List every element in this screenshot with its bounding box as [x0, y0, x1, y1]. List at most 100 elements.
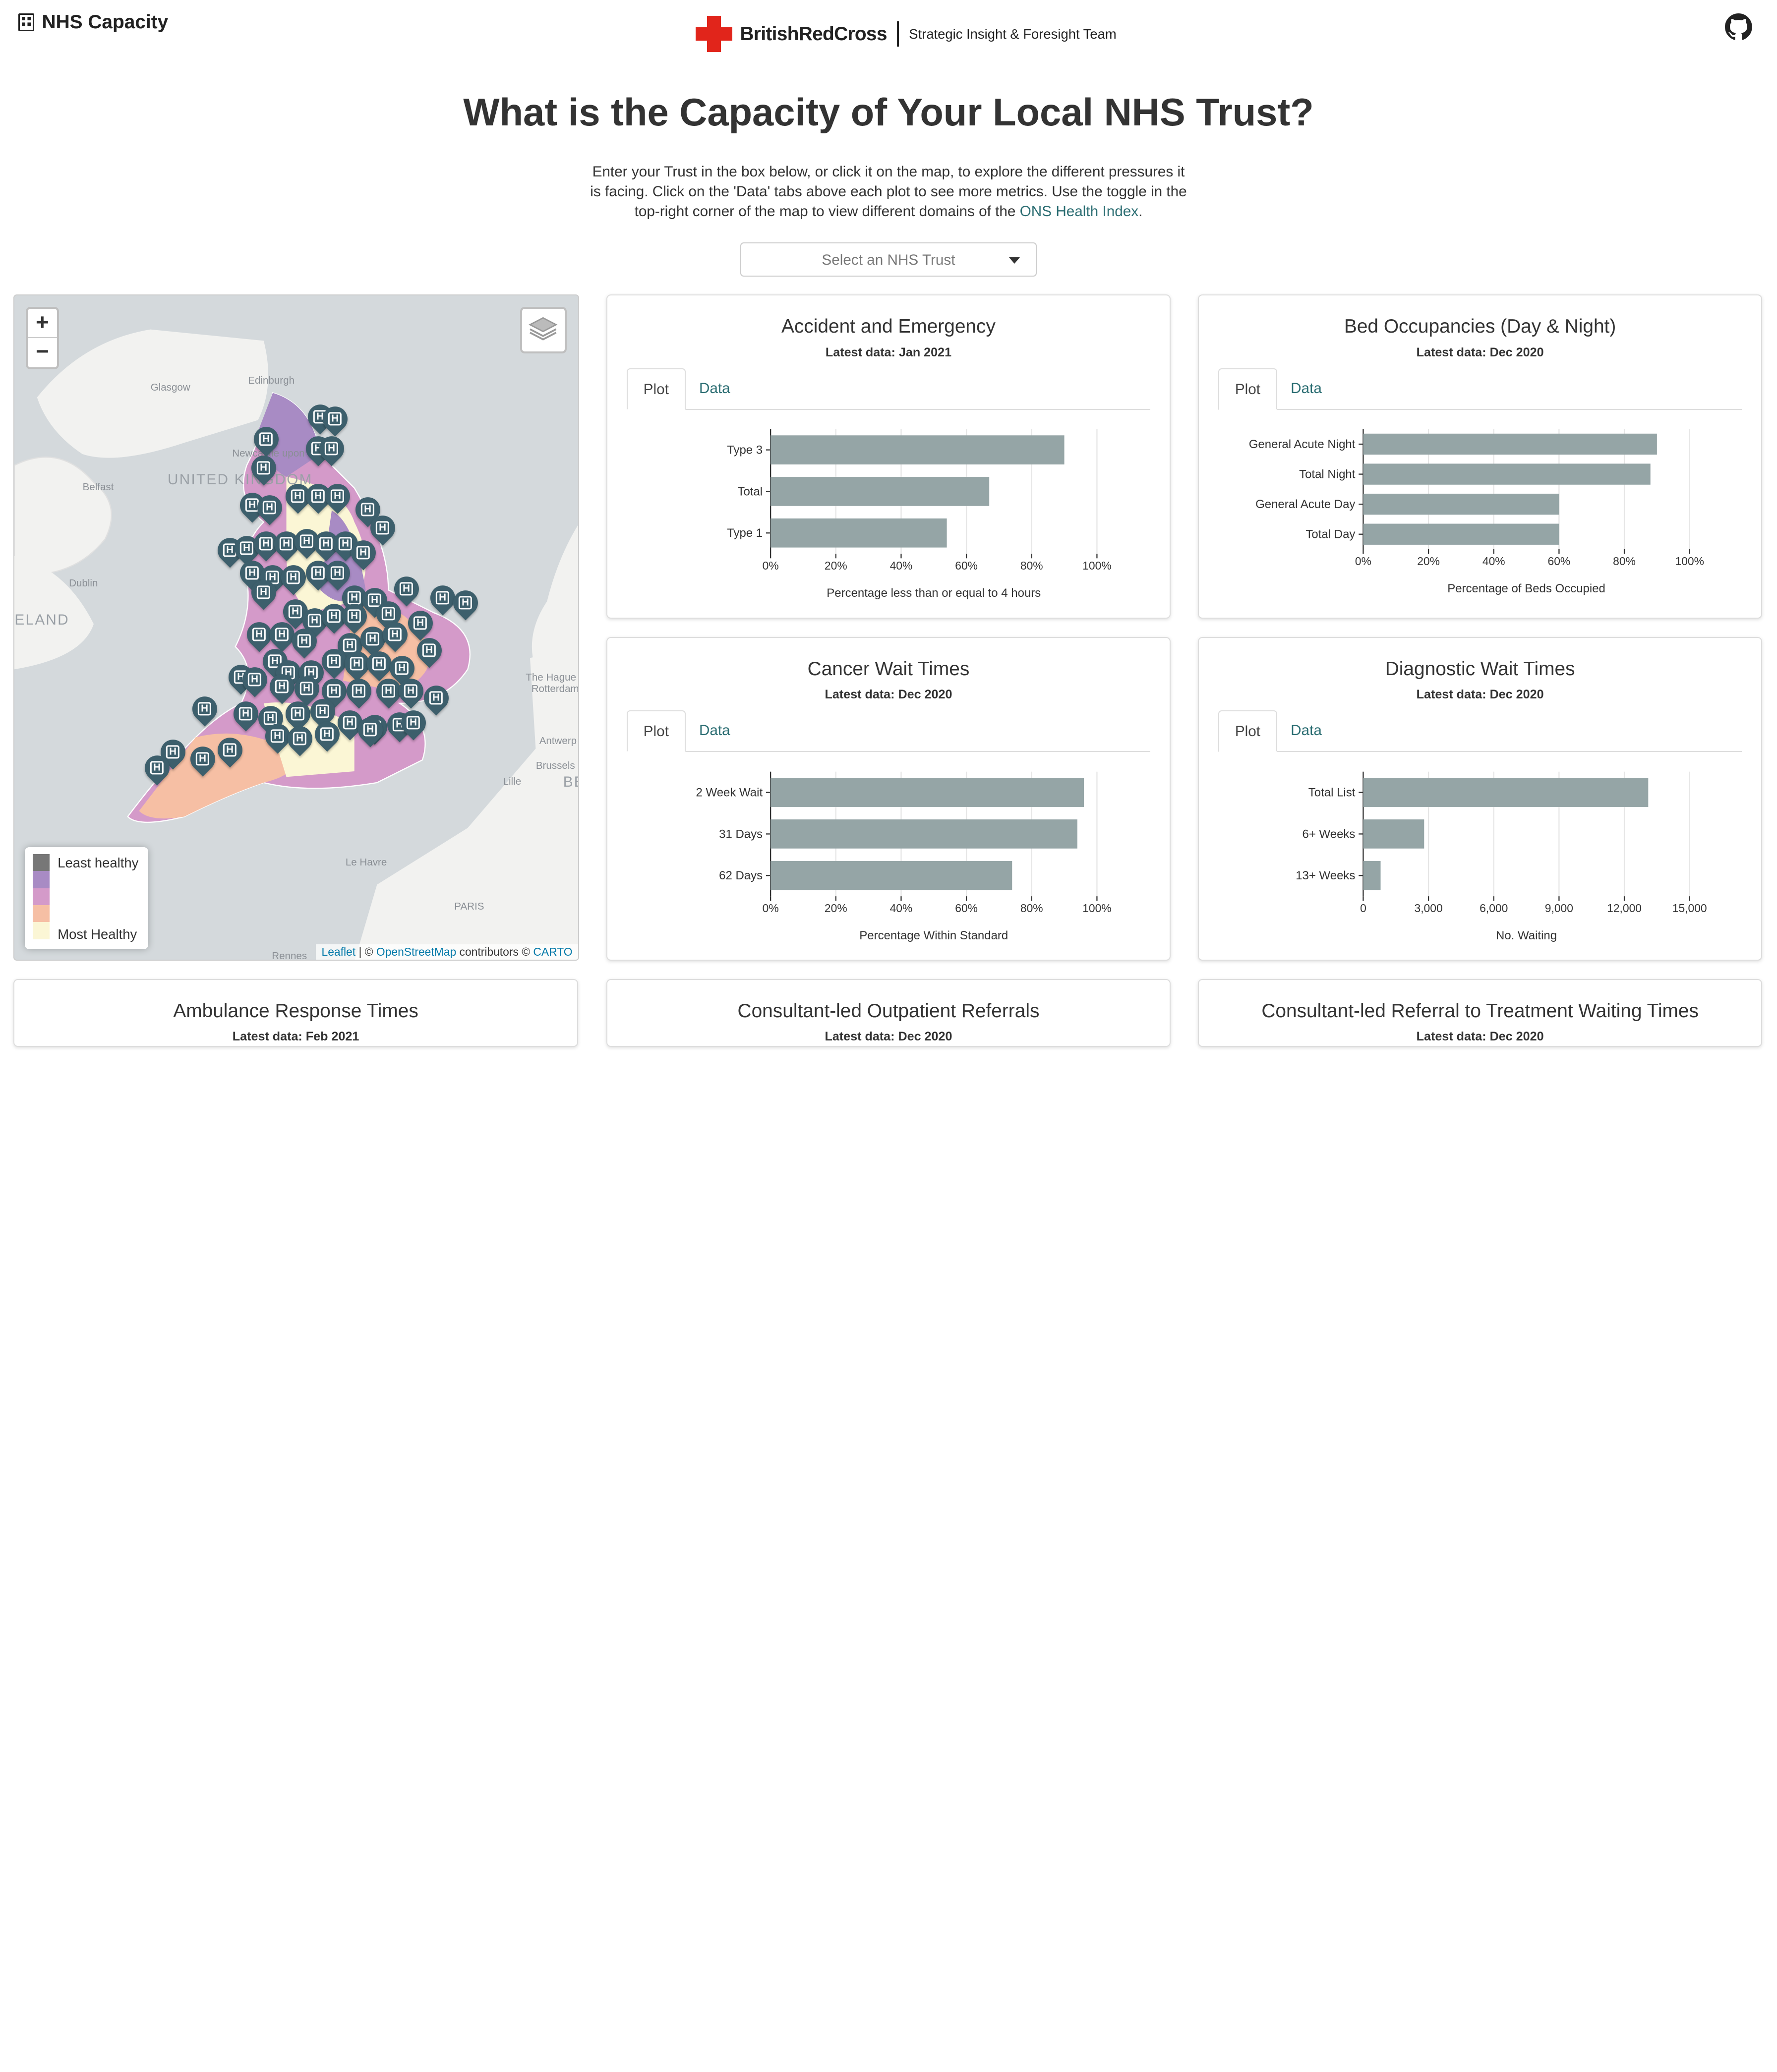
card-subtitle: Latest data: Dec 2020 — [825, 688, 952, 702]
x-axis-label: No. Waiting — [1496, 929, 1557, 942]
map-label-rotterdam: Rotterdam — [531, 683, 579, 694]
map-label-glasgow: Glasgow — [150, 381, 190, 393]
bar-chart: 0% 20% 40% 60% 80% 100% General Acute Night Tot… — [1249, 429, 1704, 595]
card-tabs: Plot Data — [626, 368, 1150, 410]
github-icon[interactable] — [1724, 13, 1752, 41]
bar — [770, 777, 1084, 807]
card-title: Consultant-led Referral to Treatment Wai… — [1261, 1000, 1699, 1022]
x-tick-label: 20% — [825, 559, 847, 572]
category-label: General Acute Day — [1255, 498, 1355, 511]
tab-plot[interactable]: Plot — [626, 368, 686, 410]
zoom-in-button[interactable]: + — [36, 309, 49, 335]
divider — [897, 21, 899, 47]
zoom-out-button[interactable]: − — [28, 337, 57, 365]
map-label-newcastle: Newcastle upon Tyne — [232, 447, 330, 459]
card-subtitle: Latest data: Feb 2021 — [232, 1030, 359, 1044]
category-label: Type 3 — [727, 444, 763, 457]
category-label: 2 Week Wait — [696, 786, 763, 799]
x-axis-label: Percentage Within Standard — [859, 929, 1008, 942]
carto-link[interactable]: CARTO — [533, 945, 573, 958]
card-title: Accident and Emergency — [781, 316, 996, 338]
bar — [1363, 494, 1559, 515]
x-tick-label: 40% — [1482, 555, 1505, 568]
map-label-eland: ELAND — [14, 611, 69, 628]
map-label-edinburgh: Edinburgh — [248, 375, 295, 387]
chart-accident-emergency: 0% 20% 40% 60% 80% 100% Type 3 Total Type 1 Perce… — [607, 422, 1170, 615]
bar — [770, 477, 990, 507]
osm-link[interactable]: OpenStreetMap — [376, 945, 457, 958]
category-label: 31 Days — [719, 827, 763, 841]
card-title: Cancer Wait Times — [807, 658, 970, 680]
bar — [770, 435, 1065, 465]
category-label: Total Day — [1305, 528, 1355, 541]
chevron-down-icon — [1009, 257, 1020, 264]
ons-health-index-link[interactable]: ONS Health Index — [1019, 203, 1139, 220]
chart-diagnostic-wait-times: 0 3,000 6,000 9,000 12,000 15,000 Total List 6+… — [1199, 765, 1761, 958]
layer-toggle-button[interactable] — [520, 307, 567, 353]
tab-data[interactable]: Data — [1291, 722, 1322, 739]
x-tick-label: 0% — [1355, 555, 1371, 568]
app-brand[interactable]: NHS Capacity — [18, 11, 168, 33]
chart-cancer-wait-times: 0% 20% 40% 60% 80% 100% 2 Week Wait 31 Days 62 D… — [607, 765, 1170, 958]
bar — [1363, 861, 1381, 890]
tab-data[interactable]: Data — [1291, 380, 1322, 397]
x-axis-label: Percentage less than or equal to 4 hours — [827, 586, 1041, 600]
map-label-belfast: Belfast — [82, 481, 114, 493]
card-tabs: Plot Data — [1218, 368, 1742, 410]
x-tick-label: 80% — [1020, 902, 1043, 915]
card-rtt-waiting-times: Consultant-led Referral to Treatment Wai… — [1197, 978, 1763, 1047]
card-accident-emergency: Accident and Emergency Latest data: Jan … — [606, 294, 1171, 619]
trust-map[interactable]: Glasgow Edinburgh Belfast UNITED KINGDOM… — [13, 294, 579, 961]
bar — [1363, 819, 1424, 849]
leaflet-link[interactable]: Leaflet — [321, 945, 356, 958]
x-tick-label: 12,000 — [1607, 902, 1642, 915]
nhs-trust-select[interactable]: Select an NHS Trust — [740, 242, 1037, 277]
map-label-be: BE — [563, 773, 578, 790]
x-tick-label: 0 — [1360, 902, 1366, 915]
card-title: Diagnostic Wait Times — [1385, 658, 1575, 680]
map-label-lille: Lille — [503, 776, 522, 788]
map-label-brussels: Brussels — [535, 760, 575, 772]
bar — [1363, 434, 1657, 455]
x-tick-label: 100% — [1675, 555, 1704, 568]
x-tick-label: 0% — [762, 902, 778, 915]
map-label-rennes: Rennes — [272, 950, 307, 961]
tab-data[interactable]: Data — [699, 380, 730, 397]
tab-plot[interactable]: Plot — [626, 710, 686, 752]
legend-swatch — [32, 922, 50, 939]
chart-bed-occupancies: 0% 20% 40% 60% 80% 100% General Acute Night Tot… — [1199, 422, 1761, 615]
x-tick-label: 6,000 — [1480, 902, 1508, 915]
category-label: 13+ Weeks — [1296, 869, 1355, 882]
bar — [770, 819, 1077, 849]
tab-data[interactable]: Data — [699, 722, 730, 739]
x-tick-label: 40% — [889, 559, 912, 572]
layers-icon — [529, 317, 558, 341]
map-label-dublin: Dublin — [69, 577, 98, 589]
x-axis-label: Percentage of Beds Occupied — [1447, 582, 1605, 595]
bar — [1363, 523, 1559, 545]
x-tick-label: 9,000 — [1545, 902, 1573, 915]
x-tick-label: 60% — [955, 559, 978, 572]
category-label: Total — [737, 485, 763, 499]
tab-plot[interactable]: Plot — [1218, 368, 1277, 410]
card-tabs: Plot Data — [1218, 710, 1742, 752]
british-red-cross-logo: BritishRedCross Strategic Insight & Fore… — [696, 15, 1117, 53]
tab-plot[interactable]: Plot — [1218, 710, 1277, 752]
category-label: General Acute Night — [1249, 438, 1356, 451]
card-cancer-wait-times: Cancer Wait Times Latest data: Dec 2020 … — [606, 636, 1171, 961]
legend-least-healthy: Least healthy — [58, 855, 139, 871]
bar-chart: 0% 20% 40% 60% 80% 100% Type 3 Total Type 1 Perce… — [727, 429, 1111, 600]
card-tabs: Plot Data — [626, 710, 1150, 752]
card-subtitle: Latest data: Dec 2020 — [1416, 1030, 1544, 1044]
map-label-antwerp: Antwerp — [539, 735, 577, 747]
x-tick-label: 40% — [889, 902, 912, 915]
x-tick-label: 80% — [1020, 559, 1043, 572]
intro-text: Enter your Trust in the box below, or cl… — [590, 163, 1187, 220]
zoom-control: + − — [26, 307, 59, 369]
bar-chart: 0% 20% 40% 60% 80% 100% 2 Week Wait 31 Days 62 D… — [696, 771, 1111, 942]
category-label: Total List — [1308, 786, 1356, 799]
card-ambulance-response-times: Ambulance Response Times Latest data: Fe… — [13, 978, 578, 1047]
card-bed-occupancies: Bed Occupancies (Day & Night) Latest dat… — [1197, 294, 1763, 619]
category-label: 62 Days — [719, 869, 763, 882]
bar-chart: 0 3,000 6,000 9,000 12,000 15,000 Total List 6+… — [1296, 771, 1707, 942]
